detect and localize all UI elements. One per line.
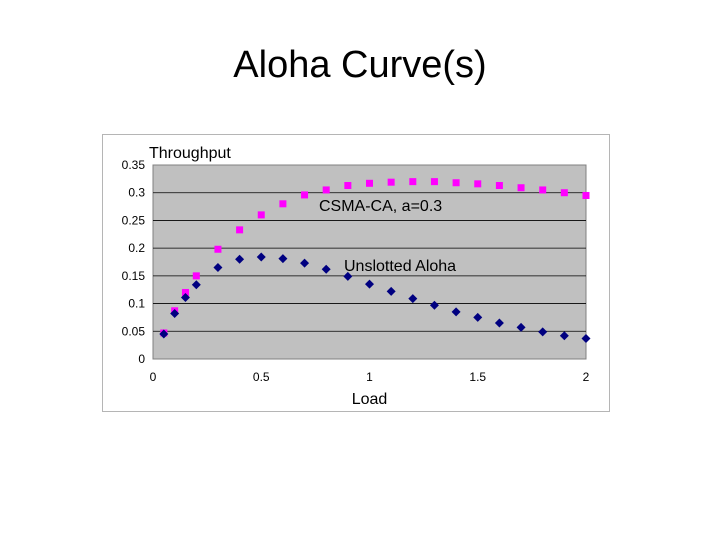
- data-point-unslotted-aloha: [581, 333, 591, 343]
- y-tick-label: 0.2: [128, 241, 145, 255]
- data-point-unslotted-aloha: [235, 254, 245, 264]
- data-point-unslotted-aloha: [256, 252, 266, 262]
- data-point-unslotted-aloha: [159, 329, 169, 339]
- data-point-unslotted-aloha: [559, 331, 569, 341]
- data-point-unslotted-aloha: [538, 327, 548, 337]
- data-point-unslotted-aloha: [473, 312, 483, 322]
- data-point-csma-ca: [474, 180, 482, 188]
- plot-area: [152, 164, 587, 360]
- data-point-unslotted-aloha: [213, 263, 223, 273]
- data-point-csma-ca: [539, 186, 547, 194]
- data-point-unslotted-aloha: [180, 292, 190, 302]
- data-point-csma-ca: [430, 178, 438, 186]
- data-point-unslotted-aloha: [191, 280, 201, 290]
- y-tick-label: 0.25: [122, 213, 146, 227]
- annotation-csma-ca: CSMA-CA, a=0.3: [319, 198, 442, 215]
- annotation-unslotted-aloha: Unslotted Aloha: [344, 258, 456, 275]
- data-point-csma-ca: [517, 184, 525, 192]
- data-point-unslotted-aloha: [408, 294, 418, 304]
- data-point-unslotted-aloha: [343, 271, 353, 281]
- data-point-unslotted-aloha: [321, 264, 331, 274]
- data-point-csma-ca: [344, 182, 352, 190]
- data-point-unslotted-aloha: [170, 309, 180, 319]
- data-point-unslotted-aloha: [386, 286, 396, 296]
- data-point-csma-ca: [387, 178, 395, 186]
- data-point-unslotted-aloha: [365, 279, 374, 289]
- x-tick-label: 0.5: [253, 370, 270, 384]
- data-point-csma-ca: [301, 191, 309, 199]
- data-point-csma-ca: [560, 189, 568, 197]
- data-point-csma-ca: [236, 226, 244, 234]
- data-point-unslotted-aloha: [494, 318, 504, 328]
- y-tick-label: 0: [138, 352, 145, 366]
- data-point-unslotted-aloha: [429, 300, 439, 310]
- data-point-csma-ca: [192, 272, 200, 280]
- x-tick-label: 2: [583, 370, 590, 384]
- x-tick-label: 1: [366, 370, 373, 384]
- y-tick-label: 0.35: [122, 158, 146, 172]
- data-point-csma-ca: [181, 288, 189, 296]
- x-axis-label: Load: [352, 391, 388, 408]
- data-point-unslotted-aloha: [516, 322, 526, 332]
- y-axis-label: Throughput: [149, 145, 231, 162]
- data-point-csma-ca: [452, 179, 460, 187]
- y-tick-label: 0.3: [128, 186, 145, 200]
- data-point-csma-ca: [279, 200, 287, 208]
- data-point-csma-ca: [409, 178, 417, 186]
- y-tick-label: 0.05: [122, 324, 146, 338]
- slide-title: Aloha Curve(s): [233, 44, 487, 86]
- data-point-unslotted-aloha: [278, 254, 288, 264]
- data-point-csma-ca: [582, 191, 590, 199]
- x-tick-label: 1.5: [469, 370, 486, 384]
- data-point-csma-ca: [257, 211, 265, 219]
- y-tick-label: 0.1: [128, 297, 145, 311]
- data-point-csma-ca: [214, 245, 222, 253]
- data-point-unslotted-aloha: [451, 307, 461, 317]
- data-point-csma-ca: [366, 179, 373, 187]
- data-point-csma-ca: [495, 182, 503, 190]
- data-point-unslotted-aloha: [300, 258, 310, 268]
- aloha-chart: 0 0.05 0.1 0.15 0.2 0.25 0.3 0.35 0 0.5 1 1.5 2 Throu…: [122, 145, 591, 408]
- y-tick-label: 0.15: [122, 269, 146, 283]
- x-tick-label: 0: [150, 370, 157, 384]
- data-point-csma-ca: [322, 186, 330, 194]
- chart-frame: 0 0.05 0.1 0.15 0.2 0.25 0.3 0.35 0 0.5 1 1.5 2 Throu…: [102, 134, 610, 412]
